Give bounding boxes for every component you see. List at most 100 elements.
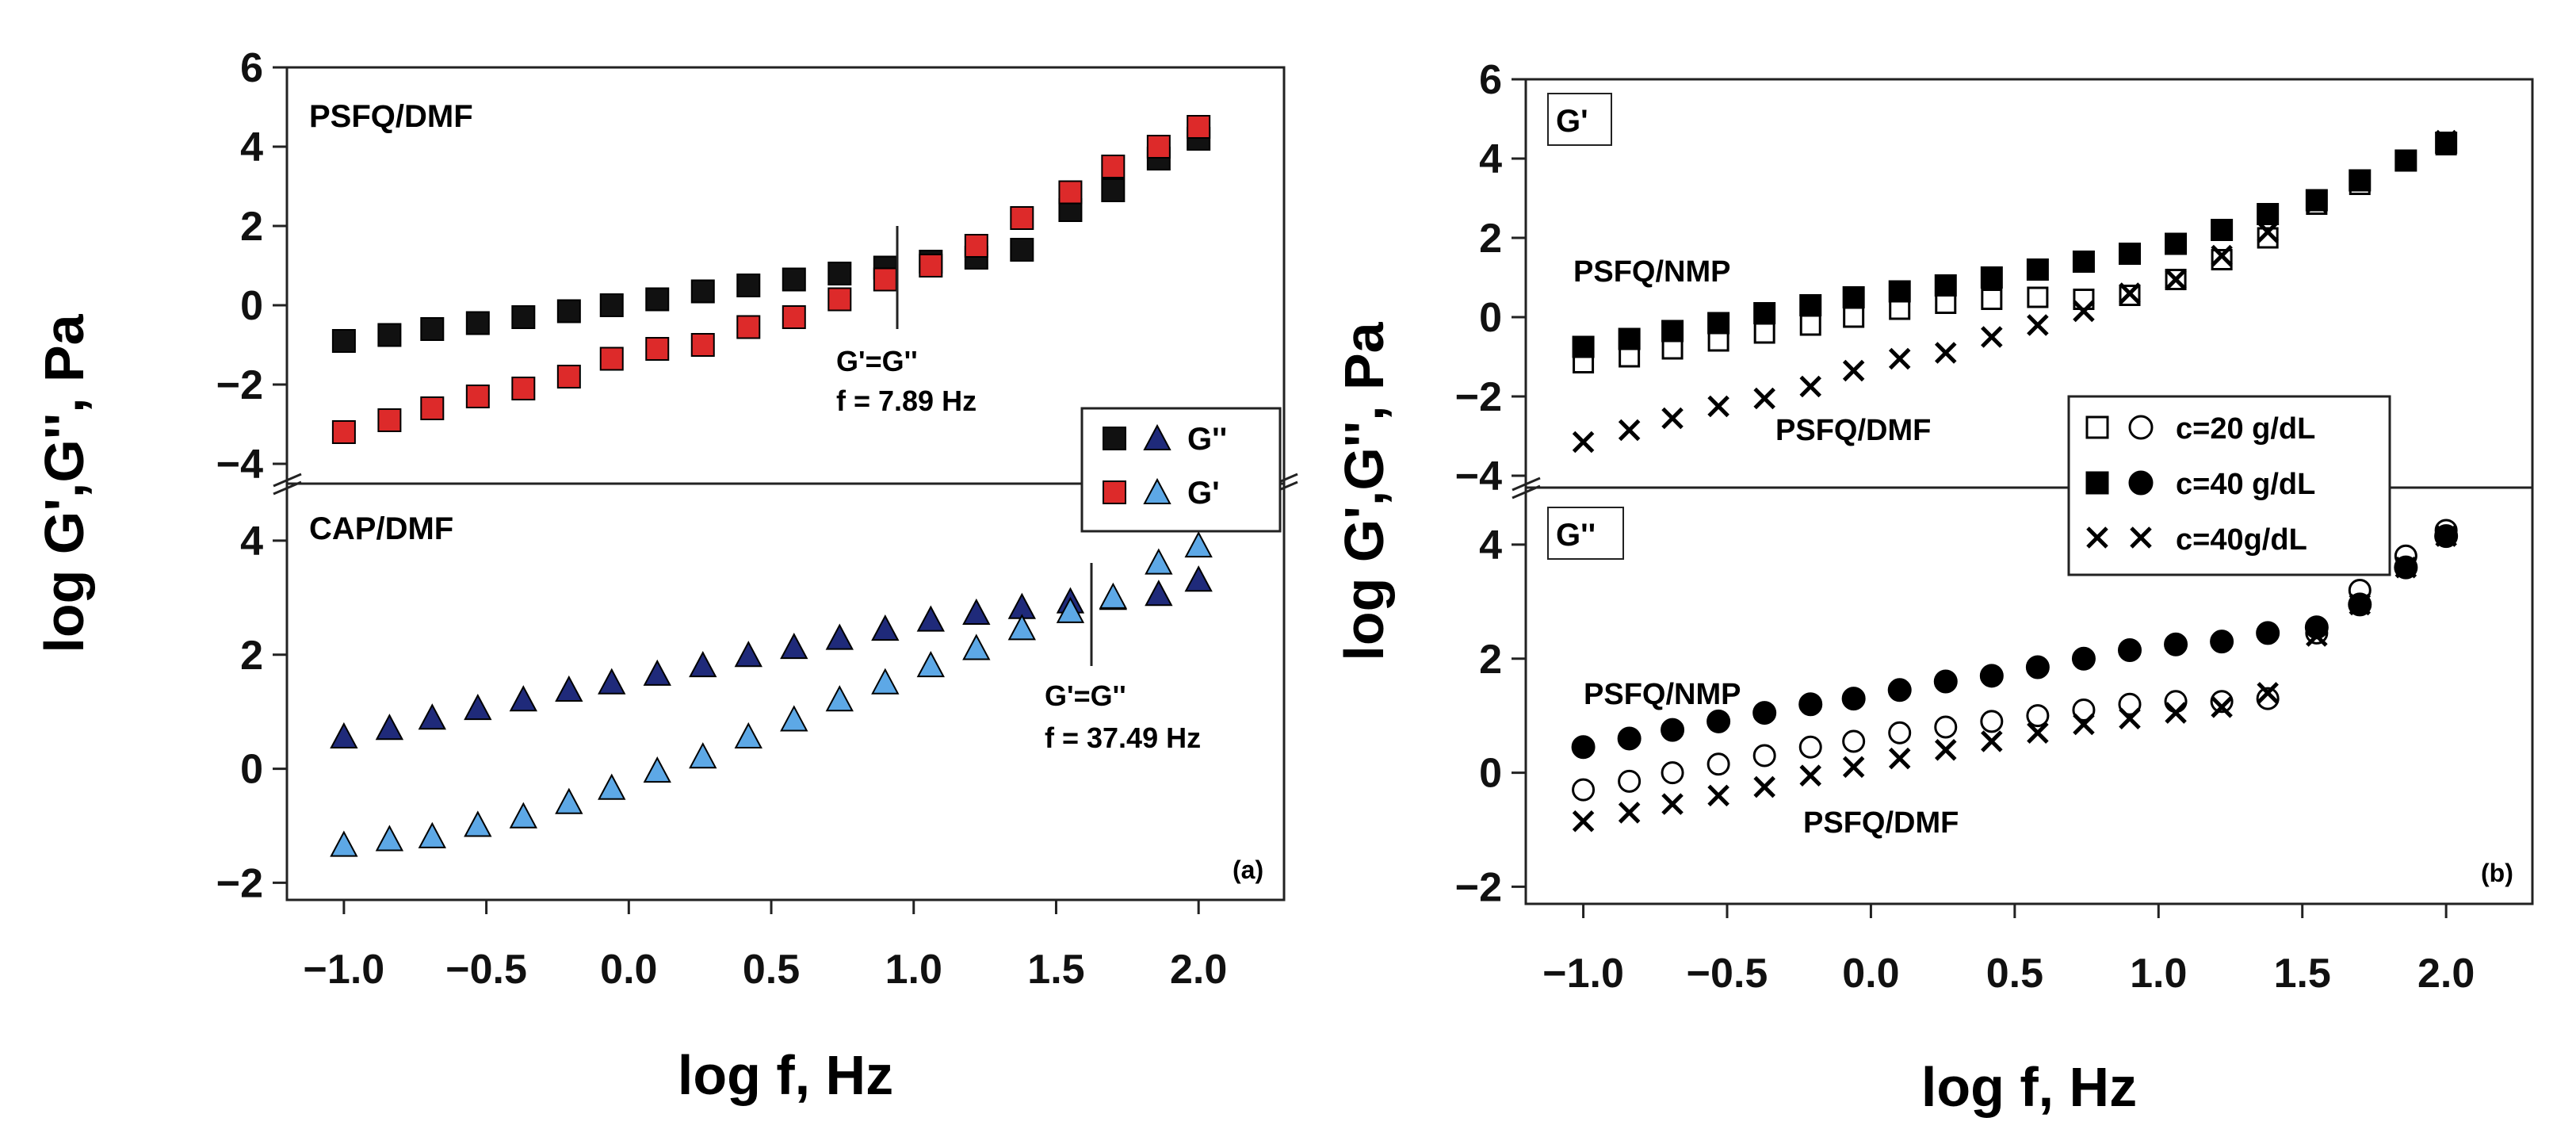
panel-a-x-axis-label: log f, Hz (678, 1044, 893, 1106)
data-point (418, 821, 446, 848)
data-point (1798, 692, 1823, 717)
data-point (1752, 701, 1777, 725)
panel-a-lower-points (330, 530, 1213, 857)
data-point (964, 234, 988, 258)
data-point (1799, 314, 1821, 336)
data-point (2119, 707, 2141, 730)
data-point (2306, 625, 2328, 647)
data-point (556, 365, 581, 389)
data-point (1934, 274, 1957, 297)
data-point (2394, 149, 2417, 172)
data-point (331, 420, 356, 444)
data-point (1707, 784, 1729, 807)
data-point (1889, 298, 1911, 320)
y-tick-label: 2 (240, 633, 263, 679)
data-point (689, 742, 717, 769)
data-point (1572, 778, 1596, 802)
data-point (873, 267, 897, 292)
data-point (509, 685, 537, 712)
data-point (420, 396, 445, 420)
data-point (1981, 730, 2003, 752)
data-point (1618, 769, 1642, 793)
data-point (330, 830, 358, 857)
y-tick-label: −2 (1455, 374, 1502, 420)
panel-b-lower-label-box (1547, 507, 1624, 560)
data-point (555, 787, 583, 814)
legend-a-g1-square (1103, 480, 1126, 504)
data-point (1661, 761, 1684, 785)
data-point (1145, 548, 1173, 575)
legend-a-g2-label: G'' (1187, 422, 1227, 457)
data-point (1799, 294, 1822, 316)
data-point (2072, 698, 2096, 722)
data-point (556, 299, 581, 323)
y-tick-label: 4 (1479, 522, 1502, 568)
x-tick-label: −0.5 (445, 947, 527, 993)
panel-b-lower-dmf-label: PSFQ/DMF (1803, 806, 1959, 840)
panel-b-lower-nmp-label: PSFQ/NMP (1584, 678, 1741, 711)
data-point (643, 756, 671, 783)
data-point (1980, 710, 2004, 733)
data-point (375, 825, 404, 852)
data-point (1842, 729, 1866, 753)
data-point (1010, 206, 1034, 230)
data-point (1572, 431, 1595, 454)
data-point (1007, 614, 1036, 641)
legend-b-entry-1-label: c=20 g/dL (2176, 412, 2315, 446)
data-point (1753, 302, 1776, 324)
data-point (962, 598, 991, 625)
data-point (1184, 530, 1213, 558)
data-point (1799, 764, 1821, 787)
data-point (375, 714, 404, 741)
panel-a-upper-points (331, 115, 1211, 444)
data-point (1056, 596, 1085, 623)
x-tick-label: 0.5 (743, 947, 800, 993)
data-point (1184, 565, 1213, 592)
data-point (1661, 320, 1684, 343)
panel-b-panel-label: (b) (2481, 859, 2513, 887)
data-point (1842, 286, 1865, 308)
x-tick-label: 2.0 (1170, 947, 1227, 993)
panel-b-y-axis-label: log G',G'', Pa (1333, 321, 1395, 660)
data-point (1187, 115, 1211, 139)
y-tick-label: −4 (1455, 454, 1502, 500)
data-point (1707, 752, 1730, 776)
y-tick-label: 0 (240, 283, 263, 329)
data-point (780, 632, 808, 660)
data-point (2435, 525, 2457, 547)
legend-b-filled-circle (2128, 470, 2154, 496)
data-point (1101, 178, 1126, 202)
panel-a-ticks: −1.0 −0.5 0.0 0.5 1.0 1.5 2.0 −4 −2 0 2 4 6 −2 0 2 4 (216, 45, 1228, 993)
data-point (511, 377, 536, 400)
panel-b-upper-nmp-label: PSFQ/NMP (1573, 255, 1730, 289)
data-point (1933, 669, 1958, 694)
x-tick-label: 1.5 (2274, 951, 2331, 997)
panel-b-lower-label: G'' (1556, 518, 1596, 553)
legend-b-cross-1 (2086, 526, 2108, 549)
data-point (690, 279, 715, 304)
data-point (2027, 286, 2049, 308)
legend-b-filled-square (2085, 471, 2109, 495)
data-point (1010, 238, 1034, 262)
data-point (2211, 696, 2233, 718)
data-point (734, 641, 762, 668)
y-tick-label: 0 (240, 747, 263, 793)
data-point (2257, 203, 2280, 225)
data-point (2073, 713, 2095, 736)
y-tick-label: 2 (1479, 637, 1502, 683)
data-point (555, 675, 583, 702)
data-point (782, 305, 806, 329)
data-point (599, 293, 624, 317)
data-point (2072, 251, 2095, 273)
data-point (2210, 630, 2234, 654)
data-point (916, 651, 945, 678)
data-point (2073, 300, 2095, 323)
y-tick-label: 4 (240, 124, 263, 170)
data-point (2027, 314, 2049, 336)
data-point (509, 802, 537, 829)
x-tick-label: 0.0 (600, 947, 657, 993)
data-point (1101, 155, 1126, 178)
panel-a-legend: G'' G' (1080, 407, 1282, 533)
data-point (780, 705, 808, 732)
y-tick-label: −4 (216, 442, 263, 488)
